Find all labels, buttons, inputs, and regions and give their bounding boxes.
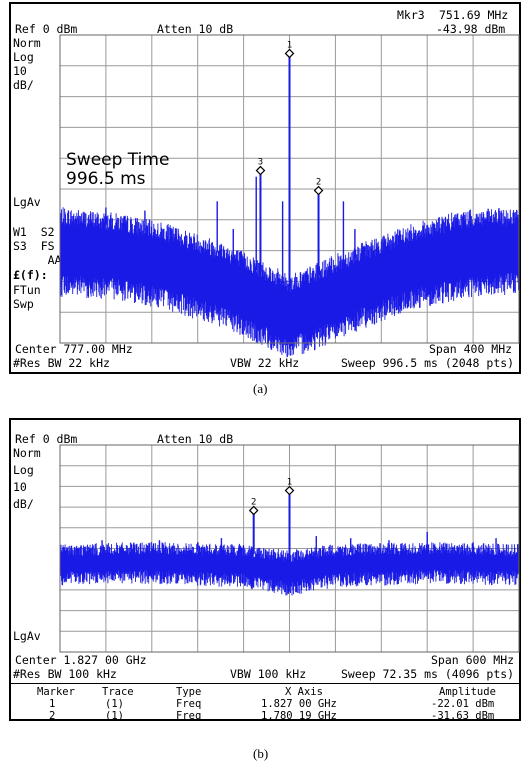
side-label-lower-3: AA (13, 253, 62, 267)
scale-label-0: Norm (13, 446, 41, 460)
spectrum-panel-a: Ref 0 dBm Atten 10 dB Mkr3 751.69 MHz -4… (9, 2, 521, 374)
sweep-time-value: 996.5 ms (66, 169, 146, 189)
table-cell: -22.01 dBm (431, 698, 495, 710)
res-bw: #Res BW 22 kHz (13, 356, 110, 370)
scale-label-3: dB/ (13, 78, 34, 92)
vbw: VBW 100 kHz (230, 667, 307, 681)
scale-label-3: dB/ (13, 497, 34, 511)
table-header-trace: Trace (102, 686, 134, 698)
marker-frequency: 751.69 MHz (439, 8, 509, 22)
caption-b: (b) (253, 746, 269, 761)
center-frequency: Center 777.00 MHz (15, 342, 133, 356)
attenuation: Atten 10 dB (157, 22, 234, 36)
marker-label-1: 1 (287, 478, 292, 488)
marker-diamond-1 (284, 485, 295, 496)
table-cell: -31.63 dBm (431, 710, 495, 722)
side-label-lower-2: S3 FS (13, 239, 55, 253)
spectrum-plot-a: 1 2 3 (59, 34, 520, 358)
side-label-lower-4: £(f): (13, 268, 48, 282)
side-label-lower-0: LgAv (13, 629, 41, 643)
scale-label-1: Log (13, 50, 34, 64)
ref-level: Ref 0 dBm (15, 22, 78, 36)
table-header-marker: Marker (37, 686, 75, 698)
marker-diamond-1 (284, 48, 295, 59)
marker-label-1: 1 (287, 40, 292, 50)
side-label-lower-5: FTun (13, 283, 41, 297)
marker-label-2: 2 (251, 497, 256, 507)
table-cell: (1) (105, 710, 124, 722)
table-cell: Freq (176, 710, 202, 722)
table-cell: 2 (49, 710, 56, 722)
marker-diamond-3 (255, 165, 266, 176)
side-label-lower-6: Swp (13, 297, 34, 311)
marker-amplitude: -43.98 dBm (436, 22, 506, 36)
marker-label-2: 2 (316, 178, 321, 188)
sweep-info: Sweep 996.5 ms (2048 pts) (341, 356, 515, 370)
table-cell: 1.780 19 GHz (261, 710, 337, 722)
marker-diamond-2 (313, 185, 324, 196)
spectrum-panel-b: Ref 0 dBm Atten 10 dB Norm Log 10 dB/ Lg… (9, 418, 521, 722)
plot-frame (59, 34, 520, 344)
vbw: VBW 22 kHz (230, 356, 300, 370)
side-label-lower-0: LgAv (13, 195, 41, 209)
ref-level: Ref 0 dBm (15, 432, 78, 446)
marker-name: Mkr3 (397, 8, 425, 22)
res-bw: #Res BW 100 kHz (13, 667, 117, 681)
plot-frame (59, 444, 520, 653)
marker-label-3: 3 (258, 158, 263, 168)
span: Span 600 MHz (431, 653, 515, 667)
table-cell: 1.827 00 GHz (261, 698, 337, 710)
spectrum-plot-b: 12 (59, 444, 520, 653)
center-frequency: Center 1.827 00 GHz (15, 653, 147, 667)
side-label-lower-1: W1 S2 (13, 225, 55, 239)
sweep-info: Sweep 72.35 ms (4096 pts) (341, 667, 515, 681)
caption-a: (a) (253, 381, 268, 396)
span: Span 400 MHz (429, 342, 513, 356)
attenuation: Atten 10 dB (157, 432, 234, 446)
table-header-amplitude: Amplitude (439, 686, 496, 698)
scale-label-1: Log (13, 463, 34, 477)
table-cell: Freq (176, 698, 202, 710)
table-header-x-axis: X Axis (285, 686, 323, 698)
sweep-time-label: Sweep Time (66, 150, 170, 170)
table-cell: 1 (49, 698, 56, 710)
table-cell: (1) (105, 698, 124, 710)
marker-diamond-2 (248, 505, 259, 516)
table-header-type: Type (176, 686, 202, 698)
scale-label-2: 10 (13, 480, 27, 494)
scale-label-0: Norm (13, 36, 41, 50)
scale-label-2: 10 (13, 64, 27, 78)
marker-table-divider (11, 683, 519, 684)
